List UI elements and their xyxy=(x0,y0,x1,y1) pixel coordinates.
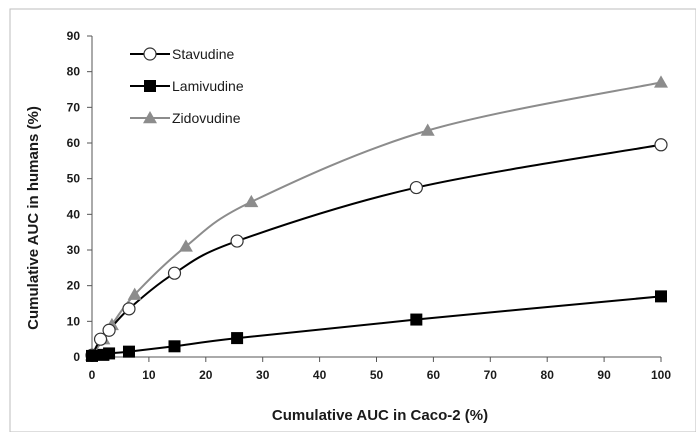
data-point-lamivudine xyxy=(86,349,98,362)
x-tick-label: 60 xyxy=(427,368,441,382)
x-tick-label: 40 xyxy=(313,368,327,382)
y-tick-label: 80 xyxy=(67,65,81,79)
series-layer xyxy=(85,75,668,362)
x-tick-label: 80 xyxy=(541,368,555,382)
data-point-stavudine xyxy=(93,332,108,346)
data-point-zidovudine xyxy=(420,123,435,136)
y-tick-label: 20 xyxy=(67,279,81,293)
legend-marker-stavudine xyxy=(143,47,157,61)
legend-label-zidovudine: Zidovudine xyxy=(172,110,241,126)
data-point-lamivudine xyxy=(122,345,135,358)
data-point-stavudine xyxy=(409,180,423,195)
x-tick-label: 30 xyxy=(256,368,270,382)
y-axis-label: Cumulative AUC in humans (%) xyxy=(25,106,42,330)
data-point-zidovudine xyxy=(178,239,193,252)
data-point-stavudine xyxy=(230,234,244,248)
legend-marker-lamivudine xyxy=(144,80,156,92)
y-tick-label: 0 xyxy=(73,350,80,364)
y-tick-label: 30 xyxy=(67,243,81,257)
data-point-zidovudine xyxy=(654,75,668,88)
data-point-lamivudine xyxy=(231,332,244,345)
y-tick-label: 70 xyxy=(67,100,81,114)
y-tick-label: 60 xyxy=(67,136,81,150)
data-point-stavudine xyxy=(122,302,136,316)
data-point-lamivudine xyxy=(410,313,423,326)
x-tick-label: 10 xyxy=(142,368,156,382)
data-point-lamivudine xyxy=(168,340,181,353)
legend-label-lamivudine: Lamivudine xyxy=(172,78,244,94)
x-tick-label: 0 xyxy=(89,368,96,382)
data-point-stavudine xyxy=(167,266,182,280)
legend-label-stavudine: Stavudine xyxy=(172,46,234,62)
legend-marker-zidovudine xyxy=(143,111,157,124)
x-tick-label: 100 xyxy=(651,368,671,382)
axes: 0 10 20 30 40 50 60 70 80 90 0 10 20 30 40 50 60 70 80 90 10… xyxy=(67,29,672,382)
x-tick-label: 70 xyxy=(484,368,498,382)
x-axis-label: Cumulative AUC in Caco-2 (%) xyxy=(272,407,488,424)
data-point-zidovudine xyxy=(127,287,142,300)
data-point-zidovudine xyxy=(244,194,259,208)
data-point-lamivudine xyxy=(655,290,667,303)
x-tick-label: 20 xyxy=(199,368,213,382)
x-tick-label: 90 xyxy=(597,368,611,382)
y-tick-label: 10 xyxy=(67,314,81,328)
data-point-stavudine xyxy=(654,138,668,152)
x-tick-label: 50 xyxy=(370,368,384,382)
figure-frame xyxy=(9,8,696,432)
legend: Stavudine Lamivudine Zidovudine xyxy=(130,46,244,126)
y-tick-label: 90 xyxy=(67,29,81,43)
data-point-lamivudine xyxy=(103,347,116,360)
y-tick-label: 50 xyxy=(67,172,81,186)
y-tick-label: 40 xyxy=(67,207,81,221)
data-point-stavudine xyxy=(102,323,116,337)
